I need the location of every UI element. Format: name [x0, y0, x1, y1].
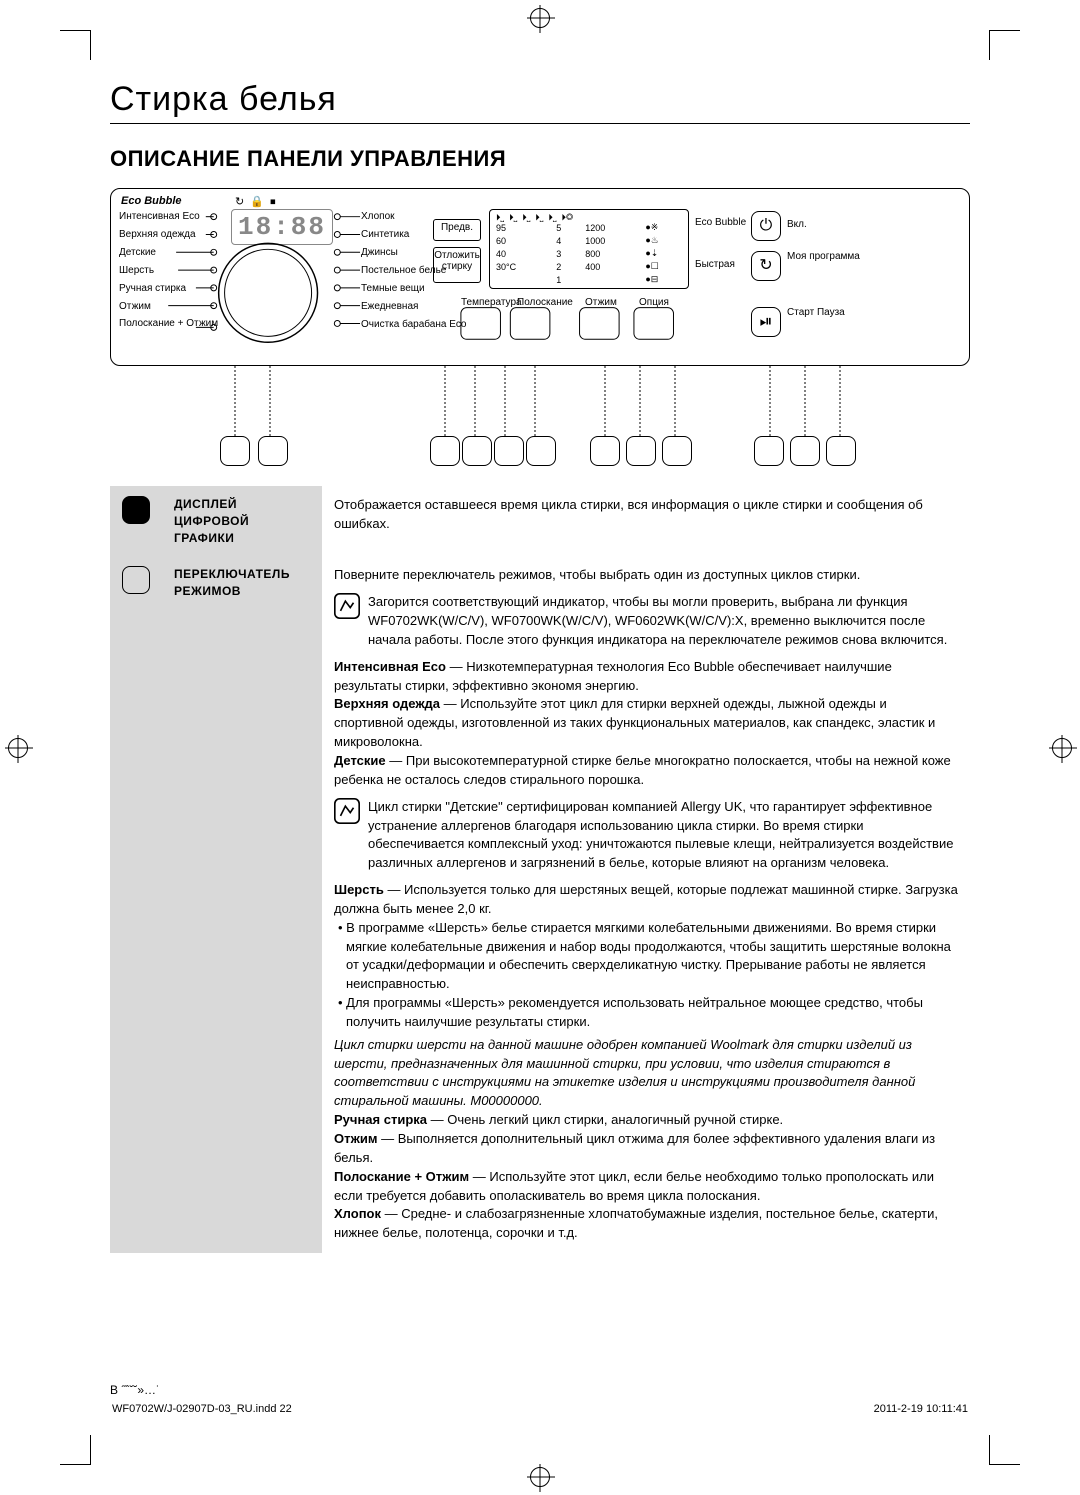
crop-mark	[989, 1435, 990, 1465]
note-icon	[334, 798, 360, 873]
callout-box	[590, 436, 620, 466]
col-label: Опция	[639, 297, 669, 308]
term: Шерсть	[334, 882, 384, 897]
callout-box	[790, 436, 820, 466]
row-body: Поверните переключатель режимов, чтобы в…	[322, 556, 970, 1253]
callout-box	[430, 436, 460, 466]
col-label: Отжим	[585, 297, 617, 308]
crop-mark	[990, 30, 1020, 31]
body-text: — Очень легкий цикл стирки, аналогичный …	[427, 1112, 783, 1127]
start-pause-button[interactable]: ⏯	[751, 307, 781, 337]
power-label: Вкл.	[787, 219, 807, 230]
callouts-row	[110, 366, 970, 466]
term: Интенсивная Eco	[334, 659, 446, 674]
footer-filename: WF0702W/J-02907D-03_RU.indd 22	[110, 1403, 292, 1415]
crop-mark	[90, 1435, 91, 1465]
control-panel-diagram: Eco Bubble Интенсивная Eco Верхняя одежд…	[110, 188, 970, 366]
section-heading: ОПИСАНИЕ ПАНЕЛИ УПРАВЛЕНИЯ	[110, 146, 970, 172]
eco-bubble-button-label: Eco Bubble	[695, 217, 737, 228]
opt-sym: ●※	[641, 222, 686, 233]
page-title: Стирка белья	[110, 80, 970, 119]
crop-mark	[60, 1464, 90, 1465]
note-block: Загорится соответствующий индикатор, что…	[334, 593, 958, 650]
my-program-button[interactable]: ↻	[751, 251, 781, 281]
prewash-button[interactable]: Предв.	[433, 219, 481, 241]
registration-mark-icon	[530, 1467, 550, 1487]
note-block: Цикл стирки "Детские" сертифицирован ком…	[334, 798, 958, 873]
body-text: — Выполняется дополнительный цикл отжима…	[334, 1131, 935, 1165]
note-icon	[334, 593, 360, 650]
registration-mark-icon	[1052, 738, 1072, 758]
col-label: Температура	[461, 297, 522, 308]
footer-timestamp: 2011-2-19 10:11:41	[874, 1403, 970, 1415]
term: Отжим	[334, 1131, 377, 1146]
term: Полоскание + Отжим	[334, 1169, 469, 1184]
delay-button[interactable]: Отложить стирку	[433, 247, 481, 283]
display-strip: 95 5 1200 ●※ 60 4 1000 ●♨ 40 3 800	[489, 209, 689, 289]
note-text: Цикл стирки "Детские" сертифицирован ком…	[368, 798, 958, 873]
heading-rule	[110, 123, 970, 124]
callout-box	[462, 436, 492, 466]
my-program-label: Моя программа	[787, 251, 847, 262]
crop-mark	[90, 30, 91, 60]
term: Детские	[334, 753, 386, 768]
callout-box	[826, 436, 856, 466]
note-text: Загорится соответствующий индикатор, что…	[368, 593, 958, 650]
callout-box	[494, 436, 524, 466]
term: Верхняя одежда	[334, 696, 440, 711]
term: Ручная стирка	[334, 1112, 427, 1127]
row-body: Отображается оставшееся время цикла стир…	[322, 486, 970, 556]
body-text: — Средне- и слабозагрязненные хлопчатобу…	[334, 1206, 938, 1240]
callout-box	[626, 436, 656, 466]
description-table: ДИСПЛЕЙ ЦИФРОВОЙ ГРАФИКИ Отображается ос…	[110, 486, 970, 1253]
crop-mark	[989, 30, 990, 60]
callout-box	[754, 436, 784, 466]
crop-mark	[60, 30, 90, 31]
start-pause-label: Старт Пауза	[787, 307, 837, 318]
registration-mark-icon	[8, 738, 28, 758]
table-row: ПЕРЕКЛЮЧАТЕЛЬ РЕЖИМОВ Поверните переключ…	[110, 556, 970, 1253]
body-text: — При высокотемпературной стирке белье м…	[334, 753, 951, 787]
callout-box	[526, 436, 556, 466]
row-label: ДИСПЛЕЙ ЦИФРОВОЙ ГРАФИКИ	[162, 486, 322, 556]
registration-mark-icon	[530, 8, 550, 28]
col-label: Полоскание	[517, 297, 573, 308]
top-icons-row: ⏵⎵ ⏵⎵ ⏵⎵ ⏵⎵ ⏵⎵ ⏵◎	[496, 212, 573, 223]
callout-box	[258, 436, 288, 466]
list-item: Для программы «Шерсть» рекомендуется исп…	[346, 995, 923, 1029]
power-button[interactable]: ⏻	[751, 211, 781, 241]
table-row: ДИСПЛЕЙ ЦИФРОВОЙ ГРАФИКИ Отображается ос…	[110, 486, 970, 556]
callout-box	[662, 436, 692, 466]
term: Хлопок	[334, 1206, 381, 1221]
temp-val: 95	[492, 222, 550, 233]
spin-val: 1200	[581, 222, 639, 233]
row-number-box	[122, 496, 150, 524]
page-number-label: В ˝ˆˇ˘»…˙	[110, 1383, 160, 1397]
row-number-box	[122, 566, 150, 594]
callout-box	[220, 436, 250, 466]
body-text: — Используется только для шерстяных веще…	[334, 882, 958, 916]
rinse-val: 5	[552, 222, 579, 233]
body-text: Поверните переключатель режимов, чтобы в…	[334, 566, 958, 585]
italic-note: Цикл стирки шерсти на данной машине одоб…	[334, 1036, 958, 1111]
crop-mark	[990, 1464, 1020, 1465]
quick-button-label: Быстрая	[695, 259, 735, 270]
row-label: ПЕРЕКЛЮЧАТЕЛЬ РЕЖИМОВ	[162, 556, 322, 1253]
list-item: В программе «Шерсть» белье стирается мяг…	[346, 920, 951, 992]
